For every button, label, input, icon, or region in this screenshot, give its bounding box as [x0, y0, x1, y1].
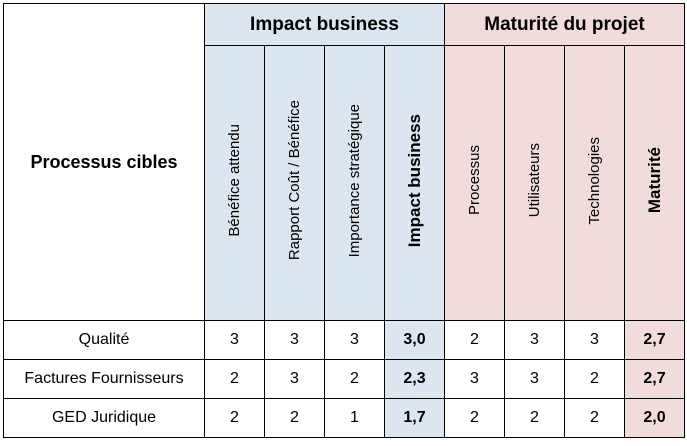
row-name: GED Juridique — [3, 398, 205, 438]
cell-value: 3 — [324, 320, 385, 360]
table-row: GED Juridique 2 2 1 1,7 2 2 2 2,0 — [3, 398, 685, 438]
maturite-group-header: Maturité du projet — [444, 3, 685, 46]
scoring-table: Processus cibles Impact business Maturit… — [3, 3, 685, 438]
cell-value: 2 — [504, 398, 565, 438]
maturity-score: 2,0 — [624, 398, 685, 438]
col-maturite: Maturité — [624, 45, 685, 321]
row-name: Qualité — [3, 320, 205, 360]
row-name: Factures Fournisseurs — [3, 359, 205, 399]
impact-score: 3,0 — [384, 320, 445, 360]
cell-value: 2 — [264, 398, 325, 438]
cell-value: 2 — [564, 359, 625, 399]
cell-value: 3 — [564, 320, 625, 360]
cell-value: 2 — [564, 398, 625, 438]
table-row: Qualité 3 3 3 3,0 2 3 3 2,7 — [3, 320, 685, 360]
impact-score: 1,7 — [384, 398, 445, 438]
cell-value: 3 — [444, 359, 505, 399]
cell-value: 3 — [264, 359, 325, 399]
cell-value: 3 — [504, 320, 565, 360]
col-processus: Processus — [444, 45, 505, 321]
maturity-score: 2,7 — [624, 320, 685, 360]
table-row: Factures Fournisseurs 2 3 2 2,3 3 3 2 2,… — [3, 359, 685, 399]
cell-value: 3 — [204, 320, 265, 360]
cell-value: 2 — [444, 398, 505, 438]
cell-value: 2 — [204, 359, 265, 399]
col-benefice-attendu: Bénéfice attendu — [204, 45, 265, 321]
processus-header: Processus cibles — [3, 3, 205, 321]
cell-value: 2 — [204, 398, 265, 438]
col-rapport-cout-benefice: Rapport Coût / Bénéfice — [264, 45, 325, 321]
cell-value: 2 — [324, 359, 385, 399]
col-impact-business: Impact business — [384, 45, 445, 321]
impact-business-group-header: Impact business — [204, 3, 445, 46]
col-importance-strategique: Importance stratégique — [324, 45, 385, 321]
cell-value: 1 — [324, 398, 385, 438]
cell-value: 3 — [264, 320, 325, 360]
maturity-score: 2,7 — [624, 359, 685, 399]
impact-score: 2,3 — [384, 359, 445, 399]
col-technologies: Technologies — [564, 45, 625, 321]
cell-value: 3 — [504, 359, 565, 399]
cell-value: 2 — [444, 320, 505, 360]
col-utilisateurs: Utilisateurs — [504, 45, 565, 321]
